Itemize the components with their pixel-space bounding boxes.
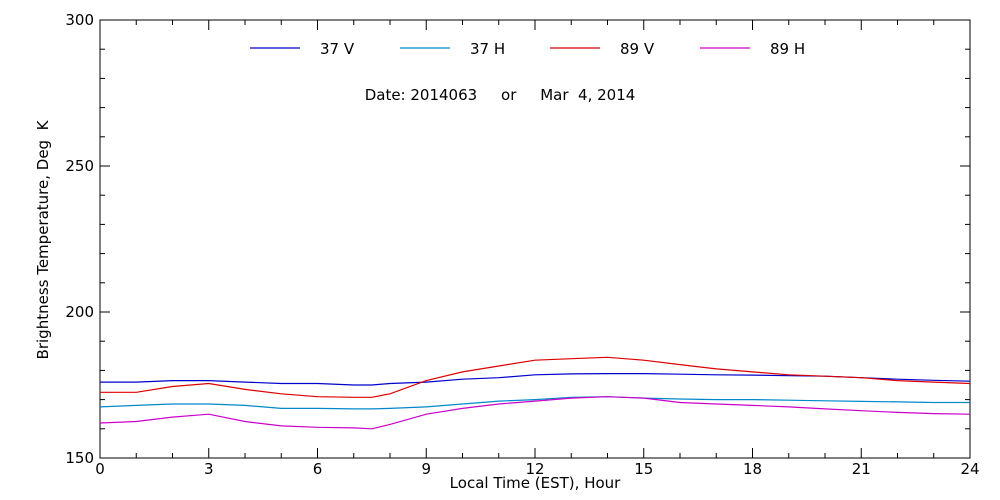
x-tick-label: 15 — [634, 460, 653, 478]
x-tick-label: 18 — [743, 460, 762, 478]
legend-label: 37 V — [320, 40, 355, 58]
x-tick-label: 6 — [313, 460, 323, 478]
y-axis-label: Brightness Temperature, Deg K — [34, 119, 52, 359]
x-tick-label: 24 — [960, 460, 979, 478]
series-line-37-h — [99, 396, 970, 410]
x-tick-label: 12 — [525, 460, 544, 478]
x-tick-label: 21 — [852, 460, 871, 478]
x-tick-label: 0 — [95, 460, 105, 478]
series-line-89-v — [100, 356, 971, 398]
x-tick-label: 9 — [421, 460, 431, 478]
axis-ticks — [99, 19, 971, 459]
legend-label: 89 V — [620, 40, 655, 58]
y-tick-label: 200 — [65, 303, 94, 321]
y-tick-label: 250 — [65, 157, 94, 175]
series-lines — [99, 356, 971, 430]
y-tick-label: 150 — [65, 449, 94, 467]
x-tick-label: 3 — [204, 460, 214, 478]
legend: 37 V 37 H 89 V 89 H — [250, 40, 805, 58]
legend-label: 37 H — [470, 40, 505, 58]
chart-subtitle: Date: 2014063 or Mar 4, 2014 — [365, 86, 636, 104]
series-line-37-v — [100, 373, 971, 386]
tick-labels: 0 3 6 9 12 15 18 21 24 150 200 250 300 — [65, 11, 979, 478]
x-axis-label: Local Time (EST), Hour — [450, 474, 621, 492]
series-line-89-h — [99, 396, 971, 430]
y-tick-label: 300 — [65, 11, 94, 29]
legend-label: 89 H — [770, 40, 805, 58]
